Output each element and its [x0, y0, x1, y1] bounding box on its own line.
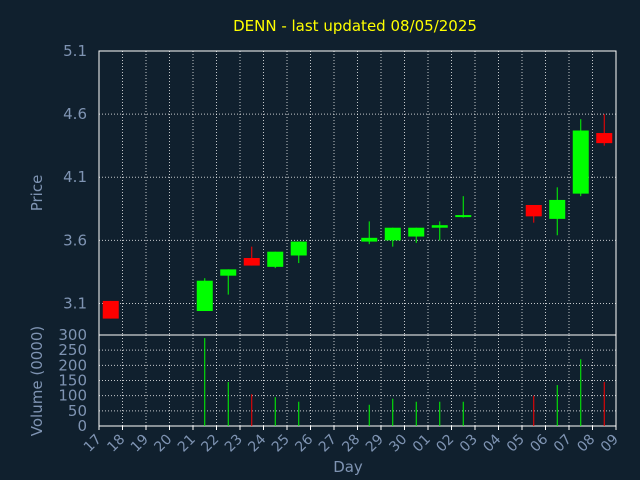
x-tick-label: 25 [269, 432, 293, 456]
candle-body-up [572, 130, 589, 194]
volume-axis-label: Volume (0000) [28, 326, 46, 436]
candle-body-up [196, 280, 213, 312]
volume-tick-label: 300 [58, 326, 87, 344]
chart-title: DENN - last updated 08/05/2025 [233, 17, 477, 35]
price-tick-label: 5.1 [63, 42, 87, 60]
x-tick-label: 27 [316, 432, 340, 456]
x-tick-label: 21 [175, 432, 199, 456]
price-axis-label: Price [28, 175, 46, 212]
candle-body-down [596, 133, 613, 144]
volume-tick-label: 250 [58, 341, 87, 359]
candle-body-up [267, 251, 284, 267]
x-tick-labels: 17 18 19 20 21 22 23 24 25 26 27 28 29 30 01 02 03 04 05 06… [81, 426, 622, 455]
x-tick-label: 30 [386, 432, 410, 456]
candle-body-up [384, 227, 401, 241]
x-tick-label: 18 [104, 432, 128, 456]
x-tick-label: 07 [551, 432, 575, 456]
price-tick-label: 4.6 [63, 105, 87, 123]
candle-body-up [455, 215, 472, 218]
x-tick-label: 20 [151, 432, 175, 456]
candle-body-down [102, 300, 119, 319]
price-tick-label: 3.6 [63, 231, 87, 249]
price-tick-label: 3.1 [63, 294, 87, 312]
x-tick-label: 09 [598, 432, 622, 456]
candle-body-up [220, 269, 237, 276]
candle-body-up [431, 225, 448, 228]
volume-tick-label: 150 [58, 372, 87, 390]
x-axis-label: Day [333, 458, 363, 476]
x-tick-label: 28 [339, 432, 363, 456]
x-tick-label: 24 [245, 431, 269, 455]
candle-body-down [243, 258, 260, 266]
x-tick-label: 19 [128, 432, 152, 456]
x-tick-label: 01 [410, 432, 434, 456]
x-tick-label: 03 [457, 432, 481, 456]
x-tick-label: 04 [480, 431, 504, 455]
x-tick-label: 17 [81, 432, 105, 456]
volume-tick-label: 50 [68, 402, 87, 420]
volume-bars [204, 338, 605, 426]
x-tick-label: 26 [292, 431, 316, 455]
x-tick-label: 22 [198, 432, 222, 456]
candle-body-up [361, 237, 378, 242]
price-candles [102, 114, 613, 319]
x-tick-label: 08 [574, 432, 598, 456]
volume-tick-label: 200 [58, 356, 87, 374]
x-tick-label: 02 [433, 432, 457, 456]
x-tick-label: 05 [504, 432, 528, 456]
x-tick-label: 06 [527, 431, 551, 455]
candle-body-up [290, 241, 307, 256]
candle-body-up [408, 227, 425, 237]
volume-tick-label: 100 [58, 387, 87, 405]
x-tick-label: 29 [363, 432, 387, 456]
candle-body-down [525, 204, 542, 217]
volume-tick-label: 0 [77, 417, 87, 435]
price-tick-label: 4.1 [63, 168, 87, 186]
grid-lines [99, 51, 616, 426]
candle-body-up [549, 199, 566, 219]
x-tick-label: 23 [222, 432, 246, 456]
